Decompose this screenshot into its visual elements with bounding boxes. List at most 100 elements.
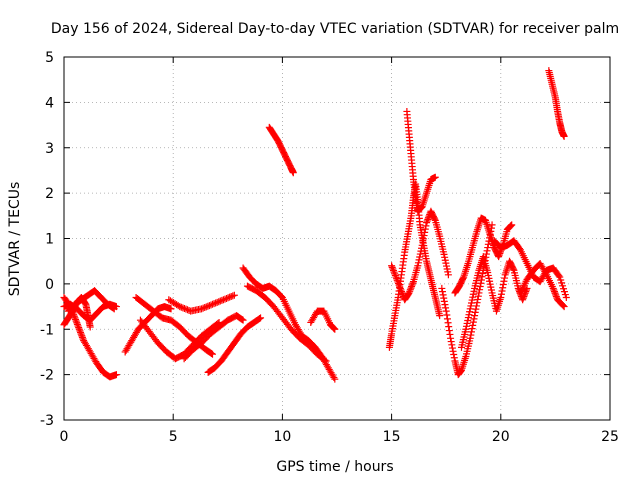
data-point [109,304,117,312]
data-point [498,287,506,295]
data-point [174,302,182,310]
series-track-q [438,221,496,379]
data-point [423,219,431,227]
series-track-p [388,207,452,304]
data-point [219,296,227,304]
data-point [550,286,558,294]
data-point [392,273,400,281]
data-point [521,291,529,299]
data-point [419,235,427,243]
data-point [459,274,467,282]
series-track-d [64,287,118,315]
data-point [86,323,94,331]
data-point [431,215,439,223]
data-point [431,173,439,181]
data-point [391,271,399,279]
y-tick-label: 5 [45,50,54,66]
data-point [562,293,570,301]
data-point [488,221,496,229]
data-point [110,305,118,313]
axis-ticks [63,56,611,421]
data-point [509,265,517,273]
data-point [559,302,567,310]
x-tick-label: 15 [383,429,401,445]
data-point [501,274,509,282]
data-points [60,67,570,383]
series-track-e [121,303,175,356]
y-tick-label: 2 [45,186,54,202]
x-tick-label: 25 [601,429,619,445]
data-point [420,232,428,240]
chart-title: Day 156 of 2024, Sidereal Day-to-day VTE… [51,21,619,37]
series-track-g [136,316,223,363]
data-point [289,169,297,177]
data-point [495,253,503,261]
data-point [76,327,84,335]
data-point [499,281,507,289]
data-point [507,222,515,230]
data-point [388,263,396,271]
data-point [330,325,338,333]
data-point [484,244,492,252]
data-point [442,304,450,312]
data-point [436,312,444,320]
data-point [423,217,431,225]
data-point [330,374,338,382]
data-point [204,302,212,310]
series-track-h [165,291,238,315]
data-point [406,287,414,295]
series-track-j [204,314,265,376]
data-point [77,330,85,338]
data-point [408,282,416,290]
y-tick-label: 4 [45,95,54,111]
data-point [256,315,264,323]
data-point [468,325,476,333]
data-point [218,296,226,304]
data-point [441,301,449,309]
data-point [407,284,415,292]
data-point [330,324,338,332]
data-point [70,312,78,320]
data-point [476,286,484,294]
data-point [179,304,187,312]
data-point [216,297,224,305]
data-point [499,284,507,292]
data-point [72,316,80,324]
data-point [449,347,457,355]
data-point [471,312,479,320]
data-point [398,288,406,296]
data-point [78,332,86,340]
data-point [397,286,405,294]
series-track-o [403,107,439,215]
data-point [69,309,77,317]
data-point [209,300,217,308]
data-point [450,351,458,359]
data-point [424,215,432,223]
data-point [409,279,417,287]
data-point [447,334,455,342]
data-point [447,338,455,346]
data-point [177,303,185,311]
data-point [78,333,86,341]
data-point [438,288,446,296]
data-point [474,295,482,303]
data-point [508,221,516,229]
data-point [444,319,452,327]
data-point [471,308,479,316]
data-point [497,293,505,301]
grid [64,57,610,420]
data-point [388,262,396,270]
data-point [476,282,484,290]
data-point [443,315,451,323]
series-track-u [516,259,568,311]
data-point [167,305,175,313]
y-tick-label: -3 [40,413,54,429]
data-point [238,316,246,324]
x-tick-label: 20 [492,429,510,445]
data-point [542,269,550,277]
data-point [390,268,398,276]
data-point [479,270,487,278]
y-axis-label: SDTVAR / TECUs [7,182,23,297]
data-point [210,300,218,308]
data-point [112,371,120,379]
